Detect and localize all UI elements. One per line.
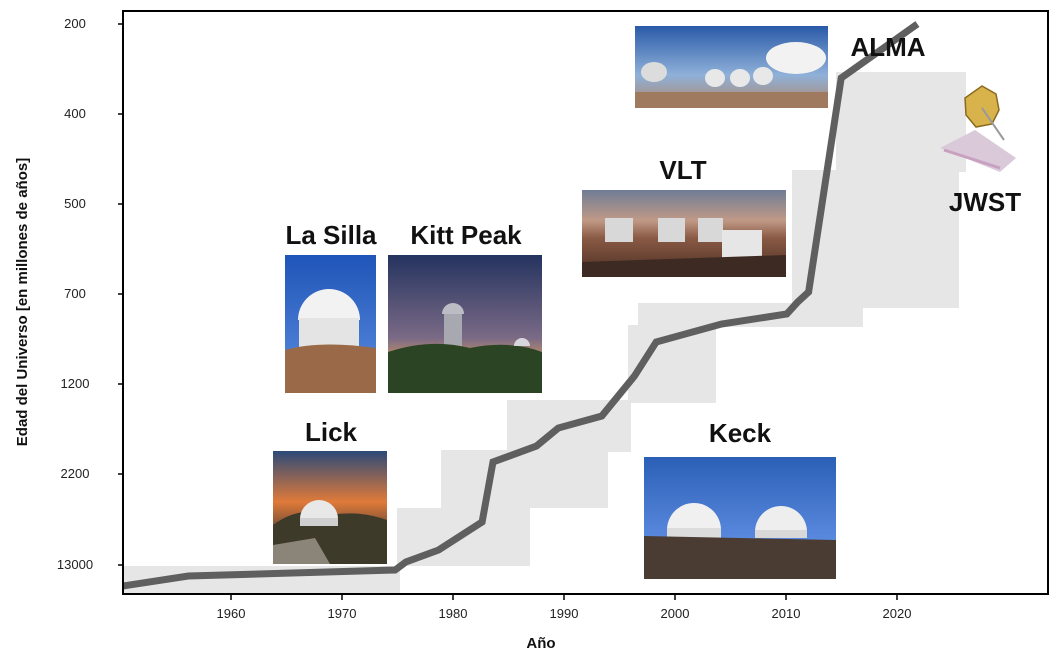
y-tick-label: 700 [64, 286, 86, 301]
shaded-bands [123, 72, 966, 594]
x-tick-label: 1970 [328, 606, 357, 621]
y-tick-label: 2200 [61, 466, 90, 481]
x-axis-title: Año [526, 635, 555, 652]
alma-antennas-photo [635, 26, 828, 108]
label-kitt-peak: Kitt Peak [410, 220, 522, 250]
x-tick-label: 1990 [550, 606, 579, 621]
observatory-night-photo [388, 255, 542, 393]
label-keck: Keck [709, 418, 772, 448]
y-tick-label: 1200 [61, 376, 90, 391]
keck-domes-photo [644, 457, 836, 579]
label-alma: ALMA [850, 32, 925, 62]
observatory-sunset-photo [273, 451, 387, 564]
y-axis-title: Edad del Universo [en millones de años] [14, 158, 31, 446]
x-tick-label: 2000 [661, 606, 690, 621]
label-jwst: JWST [949, 187, 1021, 217]
plot-frame [122, 10, 1049, 595]
y-ticks [118, 23, 123, 566]
x-tick-label: 1960 [217, 606, 246, 621]
label-la-silla: La Silla [285, 220, 377, 250]
space-telescope-photo [940, 85, 1016, 172]
label-lick: Lick [305, 417, 358, 447]
vlt-telescopes-photo [582, 190, 786, 277]
x-tick-label: 2010 [772, 606, 801, 621]
band [836, 72, 966, 172]
y-axis: 200 400 500 700 1200 2200 13000 Edad del… [14, 16, 93, 572]
x-axis: 1960 1970 1980 1990 2000 2010 2020 Año [217, 594, 912, 652]
band [441, 450, 608, 508]
observatory-dome-photo [285, 255, 376, 393]
y-tick-label: 200 [64, 16, 86, 31]
y-tick-label: 13000 [57, 557, 93, 572]
y-tick-label: 400 [64, 106, 86, 121]
y-tick-label: 500 [64, 196, 86, 211]
x-tick-label: 1980 [439, 606, 468, 621]
data-series-line [122, 21, 920, 590]
x-tick-label: 2020 [883, 606, 912, 621]
label-vlt: VLT [659, 155, 706, 185]
